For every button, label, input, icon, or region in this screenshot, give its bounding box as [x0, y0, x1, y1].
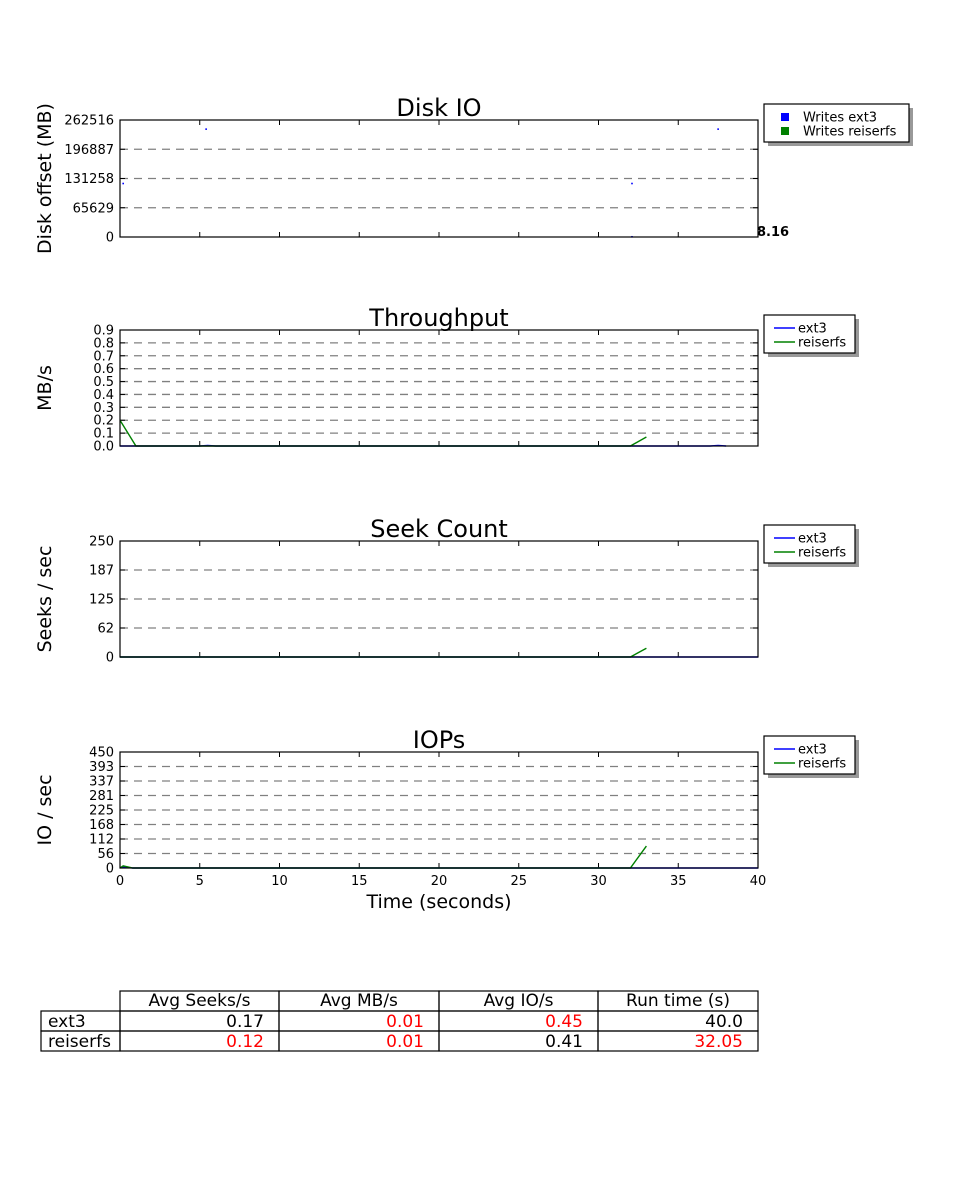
y-tick-label: 393: [89, 760, 114, 775]
y-tick-label: 0.8: [93, 336, 114, 351]
legend-label: Writes ext3: [803, 111, 877, 126]
chart-annotation: 8.16: [757, 225, 789, 240]
y-tick-label: 262516: [64, 114, 114, 129]
y-tick-label: 281: [89, 789, 114, 804]
data-point: [205, 128, 207, 130]
plot-frame: [119, 751, 759, 869]
series-line-2: [120, 647, 647, 658]
x-tick-label: 15: [351, 874, 368, 889]
y-tick-label: 0.4: [93, 388, 114, 403]
table-header-label: Avg IO/s: [484, 991, 554, 1011]
y-tick-label: 56: [97, 847, 114, 862]
stats-table: Avg Seeks/s Avg MB/s Avg IO/s Run time (s) e…: [40, 990, 759, 1052]
y-tick-label: 0.0: [93, 440, 114, 455]
y-tick-label: 168: [89, 818, 114, 833]
legend-label: reiserfs: [798, 546, 846, 561]
x-tick-label: 35: [670, 874, 687, 889]
plot-frame: [119, 329, 759, 447]
legend-box: [763, 524, 856, 564]
legend-label: Writes reiserfs: [803, 125, 897, 140]
y-tick-label: 112: [89, 833, 114, 848]
legend-box: [763, 103, 910, 143]
y-tick-label: 0.6: [93, 362, 114, 377]
y-tick-label: 0.7: [93, 349, 114, 364]
y-axis-label: Disk offset (MB): [34, 103, 56, 254]
table-value: 0.17: [226, 1012, 264, 1032]
y-axis-label: IO / sec: [34, 774, 56, 845]
y-tick-label: 0: [106, 651, 114, 666]
y-tick-label: 0.3: [93, 401, 114, 416]
y-tick-label: 62: [97, 622, 114, 637]
x-tick-label: 25: [510, 874, 527, 889]
legend-label: reiserfs: [798, 757, 846, 772]
chart-title: IOPs: [413, 726, 466, 754]
data-point: [631, 182, 633, 185]
legend-box: [763, 735, 856, 775]
y-tick-label: 0: [106, 862, 114, 877]
x-tick-label: 30: [590, 874, 607, 889]
y-axis-label: MB/s: [34, 365, 56, 411]
table-value: 0.01: [386, 1032, 424, 1052]
chart-panel-3: Seek Count 0 62 125 187 250 Seeks / sec ext3rei…: [34, 515, 859, 666]
series-line-2: [119, 419, 647, 447]
y-tick-label: 250: [89, 535, 114, 550]
y-tick-label: 0.1: [93, 427, 114, 442]
x-axis-label: Time (seconds): [365, 891, 511, 913]
x-tick-label: 10: [271, 874, 288, 889]
table-header-label: Run time (s): [626, 991, 730, 1011]
plot-frame: [119, 540, 759, 658]
y-tick-label: 131258: [64, 172, 114, 187]
x-tick-label: 5: [196, 874, 204, 889]
legend-label: reiserfs: [798, 336, 846, 351]
y-axis-label: Seeks / sec: [34, 546, 56, 653]
table-row-label: reiserfs: [48, 1032, 111, 1052]
table-cell: [597, 1030, 759, 1052]
table-header-label: Avg MB/s: [320, 991, 398, 1011]
table-value: 0.12: [226, 1032, 264, 1052]
x-tick-label: 20: [431, 874, 448, 889]
chart-panel-2: Throughput 0.00.10.20.30.40.50.60.70.80.9…: [34, 304, 859, 455]
y-tick-label: 0.5: [93, 375, 114, 390]
chart-title: Throughput: [368, 304, 508, 332]
chart-title: Seek Count: [370, 515, 508, 543]
y-tick-label: 225: [89, 804, 114, 819]
y-tick-label: 65629: [73, 201, 114, 216]
legend-box: [763, 314, 856, 354]
chart-title: Disk IO: [396, 94, 481, 122]
table-value: 40.0: [705, 1012, 743, 1032]
y-tick-label: 450: [89, 746, 114, 761]
plot-frame: [119, 119, 759, 238]
y-tick-label: 0: [106, 231, 114, 246]
series-line-2: [119, 845, 647, 869]
table-value: 0.45: [545, 1012, 583, 1032]
data-point: [122, 182, 124, 185]
y-tick-label: 196887: [64, 143, 114, 158]
y-tick-label: 0.2: [93, 414, 114, 429]
y-tick-label: 0.9: [93, 324, 114, 339]
chart-panel-1: Disk IO 0 65629 131258 196887 262516 Disk offs…: [34, 94, 913, 254]
data-point: [717, 128, 719, 130]
table-header-label: Avg Seeks/s: [149, 991, 251, 1011]
legend-label: ext3: [798, 322, 827, 337]
legend-marker: [781, 113, 789, 121]
x-tick-label: 40: [750, 874, 767, 889]
table-row-label: ext3: [48, 1012, 86, 1032]
table-value: 0.41: [545, 1032, 583, 1052]
table-value: 0.01: [386, 1012, 424, 1032]
table-value: 32.05: [694, 1032, 743, 1052]
legend-label: ext3: [798, 532, 827, 547]
legend-marker: [781, 127, 789, 135]
y-tick-label: 337: [89, 775, 114, 790]
x-tick-label: 0: [116, 874, 124, 889]
y-tick-label: 187: [89, 564, 114, 579]
legend-label: ext3: [798, 743, 827, 758]
y-tick-label: 125: [89, 593, 114, 608]
